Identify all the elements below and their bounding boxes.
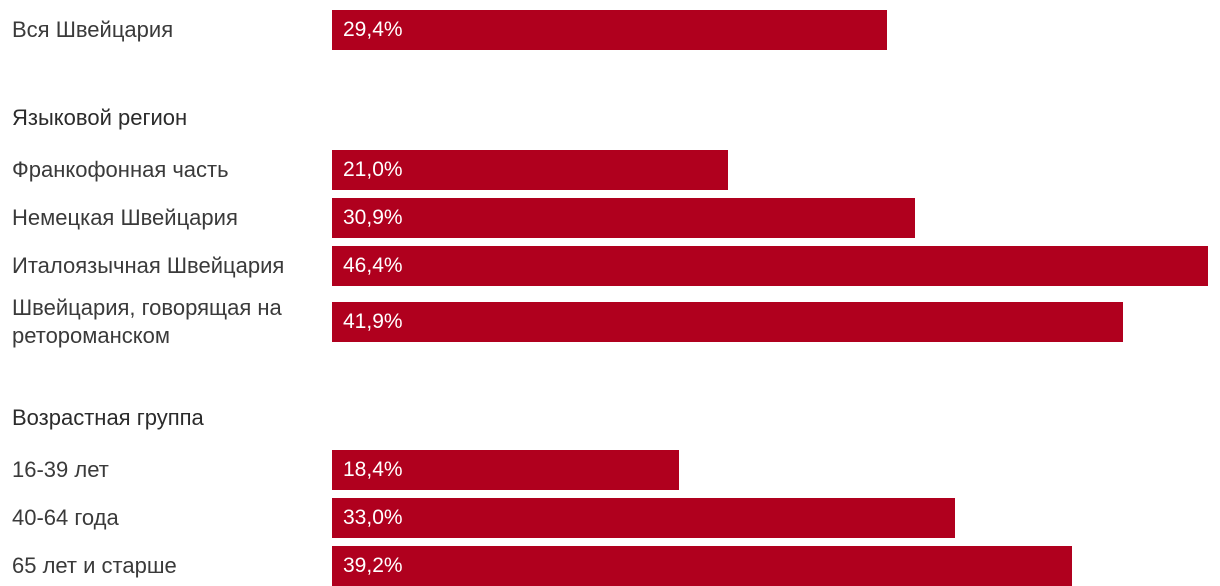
category-label: Немецкая Швейцария xyxy=(12,205,238,230)
bar: 18,4% xyxy=(332,450,679,490)
bar-value-label: 41,9% xyxy=(343,310,403,333)
category-label: 16-39 лет xyxy=(12,457,109,482)
bar-value-label: 21,0% xyxy=(343,158,403,181)
bar-value-label: 30,9% xyxy=(343,206,403,229)
category-label: Франкофонная часть xyxy=(12,157,229,182)
bar: 39,2% xyxy=(332,546,1072,586)
category-label: 65 лет и старше xyxy=(12,553,177,578)
bar: 29,4% xyxy=(332,10,887,50)
category-label: Швейцария, говорящая на ретороманском xyxy=(12,295,282,348)
bar-value-label: 46,4% xyxy=(343,254,403,277)
bar: 46,4% xyxy=(332,246,1208,286)
bar-value-label: 39,2% xyxy=(343,554,403,577)
bar: 41,9% xyxy=(332,302,1123,342)
category-label: Италоязычная Швейцария xyxy=(12,253,285,278)
bar-value-label: 29,4% xyxy=(343,18,403,41)
bar-value-label: 18,4% xyxy=(343,458,403,481)
section-header: Языковой регион xyxy=(12,105,188,130)
bar: 21,0% xyxy=(332,150,728,190)
section-header: Возрастная группа xyxy=(12,405,204,430)
category-label: Вся Швейцария xyxy=(12,17,174,42)
bar: 30,9% xyxy=(332,198,915,238)
bar: 33,0% xyxy=(332,498,955,538)
bar-value-label: 33,0% xyxy=(343,506,403,529)
category-label: 40-64 года xyxy=(12,505,119,530)
